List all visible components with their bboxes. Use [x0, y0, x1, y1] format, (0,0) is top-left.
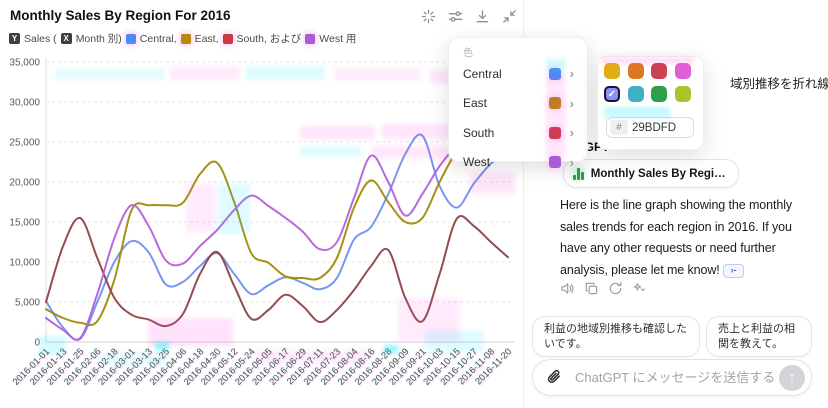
- series-label: South: [463, 125, 495, 140]
- hex-color-field: #: [606, 117, 694, 138]
- chart-settings-icon[interactable]: [447, 8, 464, 25]
- hex-color-input[interactable]: [632, 121, 690, 134]
- series-color-swatch[interactable]: [548, 126, 561, 139]
- chart-title: Monthly Sales By Region For 2016: [10, 8, 231, 23]
- color-swatch[interactable]: [674, 86, 691, 102]
- chart-reference-chip[interactable]: Monthly Sales By Regi…: [563, 159, 739, 188]
- series-label: Central: [463, 66, 502, 81]
- y-tick-label: 10,000: [9, 258, 40, 269]
- color-menu-header: 色: [463, 48, 473, 59]
- read-aloud-icon[interactable]: [560, 281, 575, 296]
- regenerate-icon[interactable]: [608, 281, 623, 296]
- chevron-right-icon: ›: [569, 125, 574, 141]
- y-tick-label: 0: [34, 338, 40, 349]
- interactive-chart-icon[interactable]: [420, 8, 437, 25]
- y-tick-label: 5,000: [15, 298, 40, 309]
- chart-chip-label: Monthly Sales By Regi…: [590, 167, 726, 180]
- panel-divider: [523, 0, 524, 408]
- series-line-west: [45, 121, 509, 341]
- bar-chart-icon: [573, 167, 584, 180]
- series-color-swatch[interactable]: [548, 97, 561, 110]
- series-label: West: [463, 155, 491, 170]
- series-row-south[interactable]: South ›: [449, 118, 587, 148]
- series-row-east[interactable]: East ›: [449, 89, 587, 119]
- y-tick-label: 15,000: [9, 218, 40, 229]
- color-swatch[interactable]: [651, 86, 667, 102]
- chevron-right-icon: ›: [569, 66, 574, 82]
- x-axis-badge: X: [60, 33, 72, 44]
- series-list: Central › East › South › West ›: [449, 59, 587, 177]
- suggestion-chip[interactable]: 売上と利益の相関を教えて。: [706, 316, 812, 357]
- series-line-central: [45, 133, 509, 341]
- suggestion-chips: 利益の地域別推移も確認したいです。 売上と利益の相関を教えて。: [532, 316, 812, 357]
- download-icon[interactable]: [474, 8, 491, 25]
- chart-toolbar: [420, 8, 518, 25]
- chevron-right-icon: ›: [569, 95, 574, 111]
- series-color-swatch[interactable]: [548, 67, 561, 80]
- series-color-swatch[interactable]: [548, 156, 561, 169]
- legend-swatch[interactable]: [305, 33, 316, 44]
- attach-file-icon[interactable]: [546, 369, 564, 387]
- send-button[interactable]: ↑: [779, 364, 805, 391]
- color-swatch-selected[interactable]: ✓: [604, 86, 620, 102]
- series-row-central[interactable]: Central ›: [449, 59, 587, 89]
- legend-swatch[interactable]: [125, 33, 136, 44]
- color-swatch-grid: ✓: [604, 63, 698, 102]
- color-swatch[interactable]: [604, 63, 620, 79]
- user-message-fragment: 域別推移を折れ線: [730, 77, 828, 91]
- check-icon: ✓: [607, 88, 617, 100]
- series-color-dropdown: 色 Central › East › South › West ›: [448, 37, 588, 169]
- color-swatch[interactable]: [674, 63, 691, 79]
- message-input[interactable]: [573, 369, 779, 386]
- collapse-icon[interactable]: [501, 8, 518, 25]
- model-switch-icon[interactable]: [632, 281, 647, 296]
- y-tick-label: 30,000: [9, 98, 40, 109]
- legend-series-label: South, および: [236, 33, 302, 45]
- y-axis-badge: Y: [9, 33, 20, 44]
- assistant-message-text: Here is the line graph showing the month…: [560, 198, 793, 277]
- suggestion-chip[interactable]: 利益の地域別推移も確認したいです。: [532, 316, 700, 357]
- y-tick-label: 25,000: [9, 138, 40, 149]
- color-picker-popup: ✓ #: [597, 56, 704, 150]
- legend-series-label: East,: [194, 32, 219, 45]
- chart-legend: Y Sales (X Month 別) Central, East, South, および…: [9, 31, 356, 46]
- color-swatch[interactable]: [651, 63, 667, 79]
- line-chart: 0 5,000 10,000 15,000 20,000 25,000 30,000 35,0…: [9, 58, 515, 389]
- copy-icon[interactable]: [584, 281, 599, 296]
- message-composer[interactable]: ↑: [532, 359, 812, 396]
- series-line-east: [45, 125, 509, 327]
- chart-citation-badge[interactable]: ›-: [723, 263, 745, 278]
- hex-prefix: #: [610, 120, 628, 135]
- assistant-message: Here is the line graph showing the month…: [560, 195, 813, 281]
- color-swatch[interactable]: [627, 86, 644, 102]
- y-tick-label: 35,000: [9, 58, 40, 69]
- series-label: East: [463, 96, 488, 111]
- legend-swatch[interactable]: [180, 33, 191, 44]
- chevron-right-icon: ›: [569, 154, 574, 170]
- legend-series-label: West 用: [319, 33, 357, 45]
- y-tick-label: 20,000: [9, 178, 40, 189]
- series-row-west[interactable]: West ›: [449, 148, 587, 178]
- legend-swatch[interactable]: [222, 33, 233, 44]
- legend-month-text: Month 別): [75, 33, 122, 45]
- legend-sales-text: Sales (: [24, 32, 57, 45]
- series-line-south: [45, 215, 509, 328]
- legend-series-label: Central,: [139, 32, 177, 45]
- message-actions: [560, 281, 647, 296]
- color-swatch[interactable]: [627, 63, 644, 79]
